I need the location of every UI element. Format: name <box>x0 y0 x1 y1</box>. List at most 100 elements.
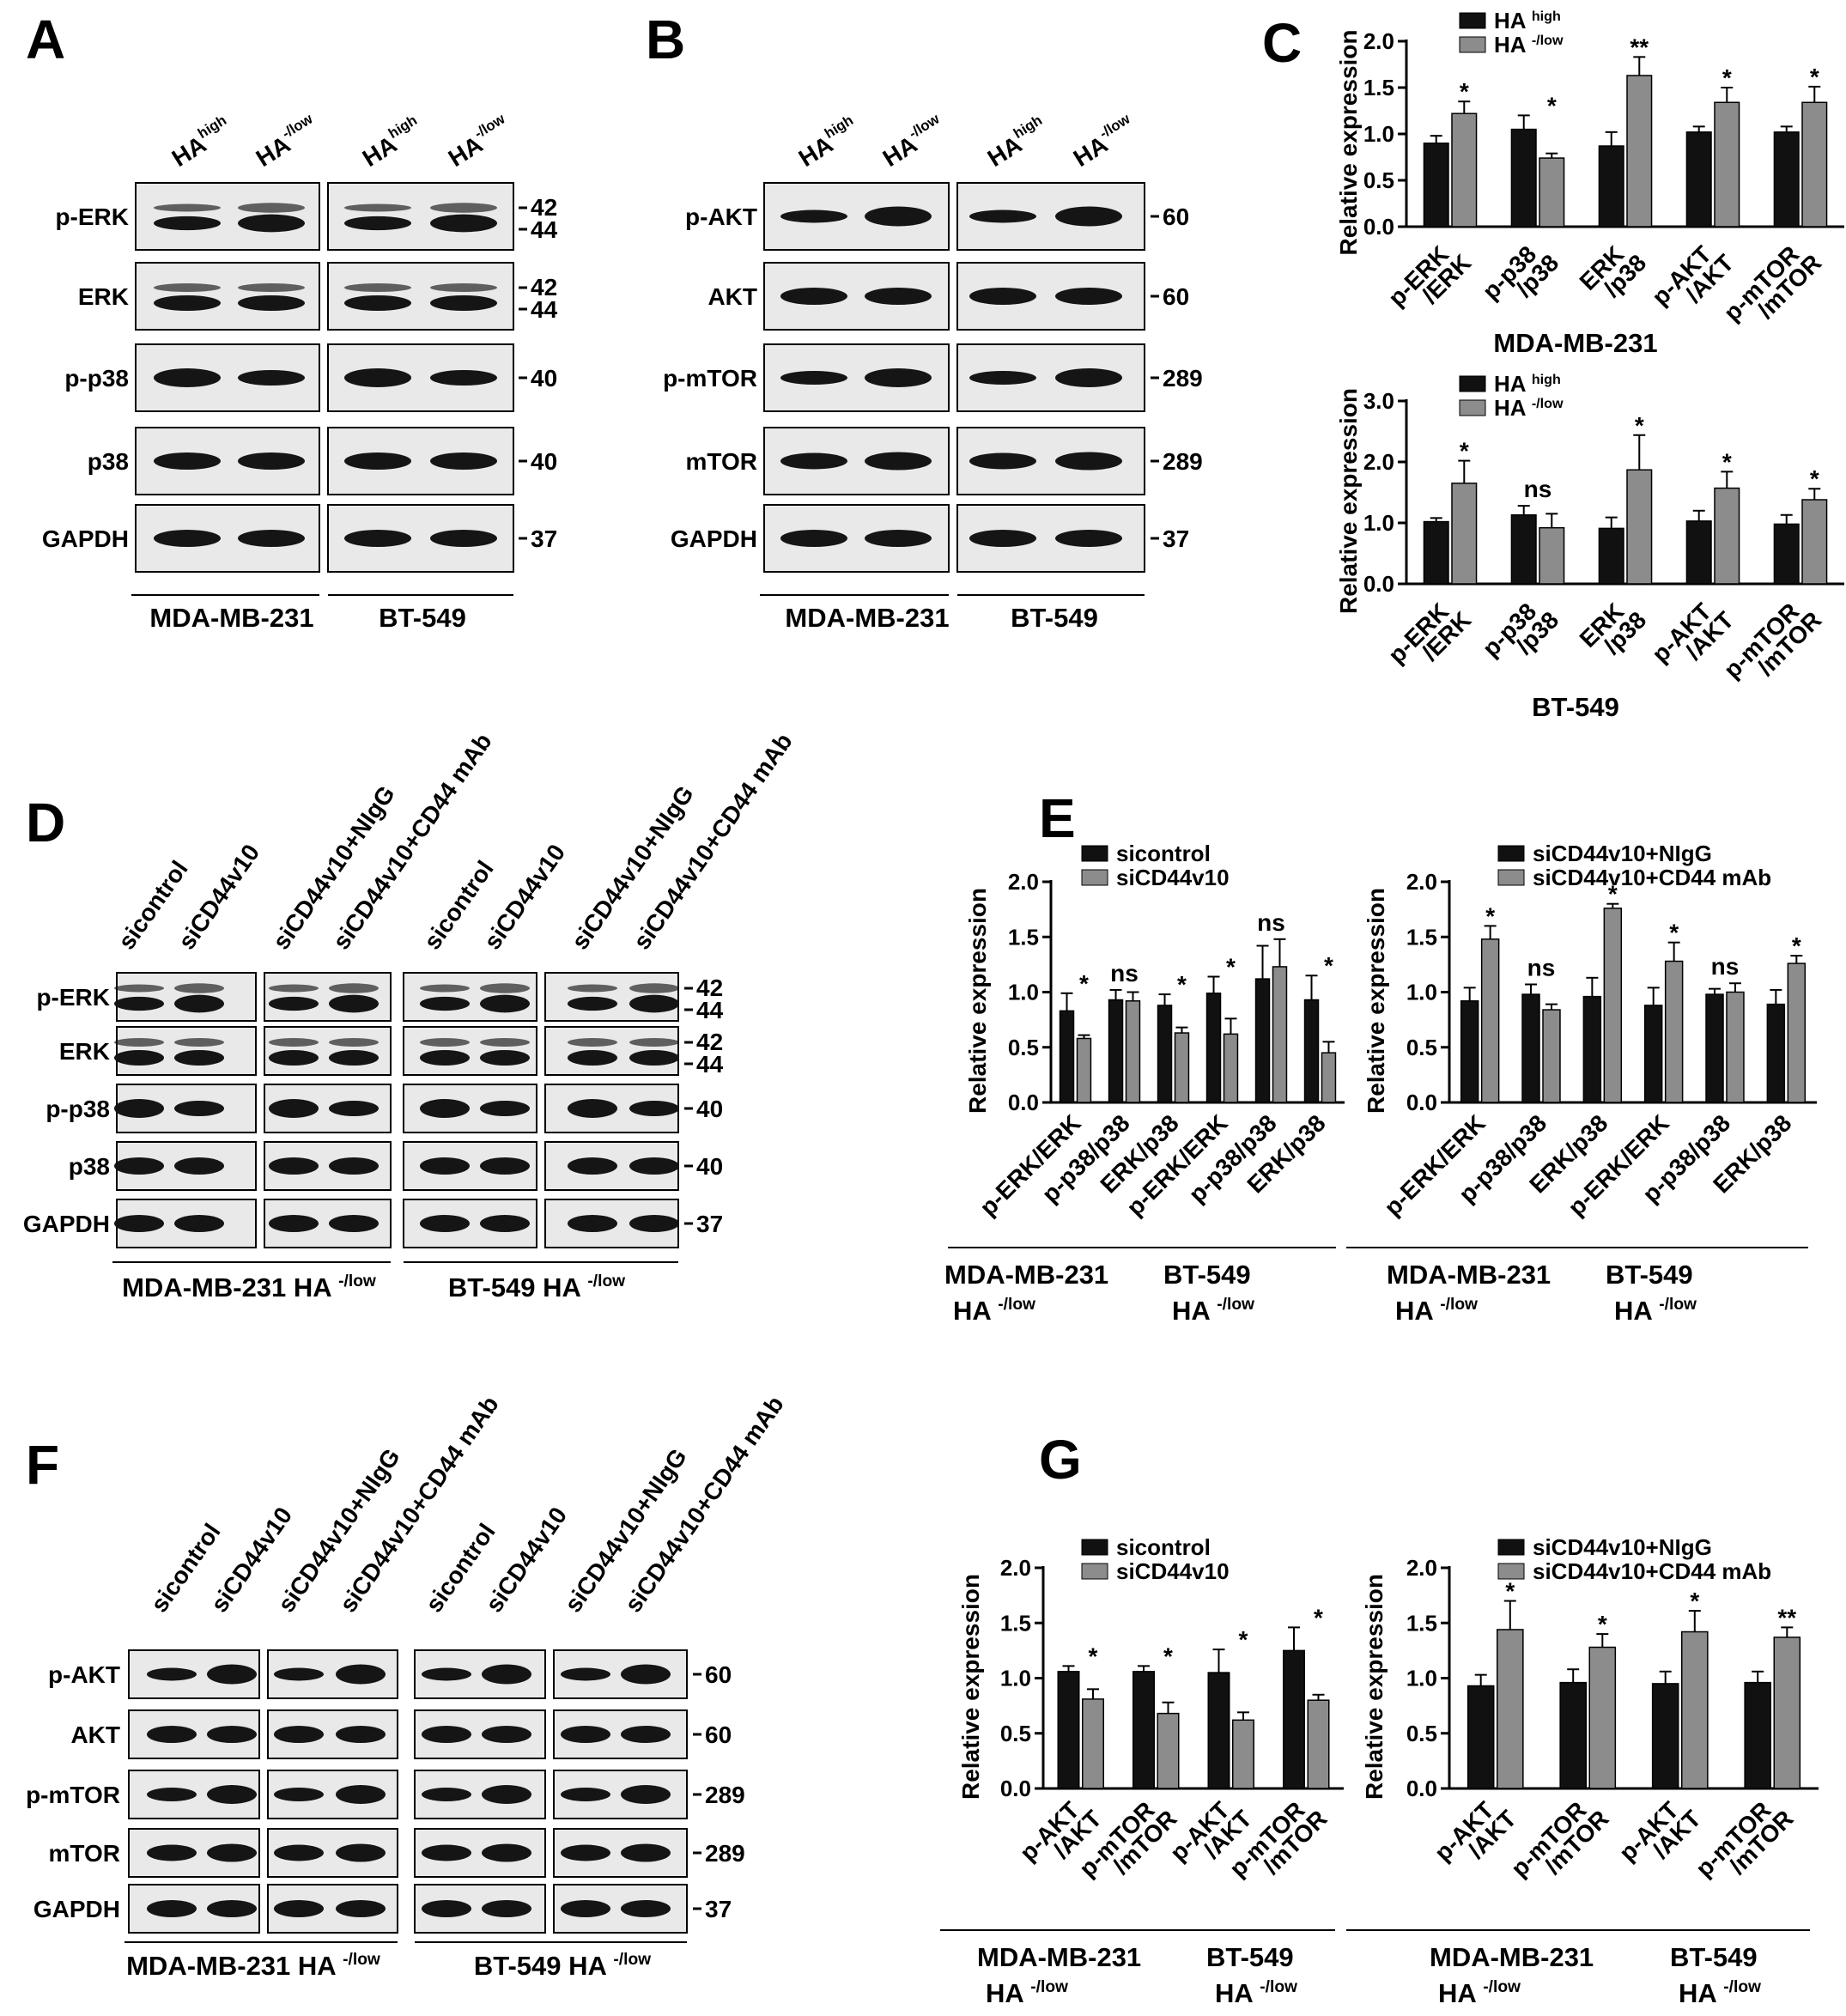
group-label-sub-superscript: -/low <box>998 1296 1035 1314</box>
legend-label-superscript: high <box>1532 372 1561 387</box>
bar <box>1057 1671 1080 1789</box>
blot-band <box>621 1900 671 1917</box>
blot-band <box>480 1215 530 1232</box>
blot-band <box>780 288 847 305</box>
blot-band <box>420 1050 470 1066</box>
group-label: MDA-MB-231 <box>149 603 313 633</box>
bar <box>1125 1000 1141 1103</box>
blot-band <box>482 1785 531 1804</box>
blot-band <box>422 1788 471 1801</box>
y-tick-label: 2.0 <box>1008 869 1039 895</box>
legend-label: siCD44v10+CD44 mAb <box>1533 865 1771 890</box>
bar <box>1510 128 1537 228</box>
blot-band <box>344 530 411 547</box>
bar <box>1598 527 1624 585</box>
legend-label: HA high <box>1494 371 1561 397</box>
blot-band <box>274 1788 324 1801</box>
y-tick-label: 1.5 <box>1000 1610 1031 1636</box>
blot-band <box>174 994 224 1013</box>
blot-band <box>629 994 679 1013</box>
bar <box>1626 469 1653 585</box>
legend-label-superscript: high <box>1532 9 1561 24</box>
blot-band <box>422 1900 471 1917</box>
blot-band <box>568 996 617 1011</box>
blot-band <box>114 996 164 1011</box>
y-tick-label: 2.0 <box>1406 869 1437 895</box>
blot-row-label: mTOR <box>49 1840 121 1867</box>
blot-row-label: AKT <box>70 1721 120 1748</box>
lane-label-superscript: high <box>822 112 856 142</box>
blot-band <box>269 1157 319 1175</box>
blot-band <box>420 1157 470 1175</box>
y-axis-label: Relative expression <box>1335 388 1362 614</box>
group-label: BT-549 <box>1163 1260 1251 1290</box>
lane-label-superscript: -/low <box>1096 110 1133 142</box>
bar <box>1726 991 1745 1103</box>
legend-swatch <box>1459 36 1486 53</box>
bar <box>1451 112 1478 228</box>
blot-band <box>480 1050 530 1066</box>
blot-band <box>561 1900 610 1917</box>
y-tick-label: 1.0 <box>1406 980 1437 1005</box>
panel-label-e: E <box>1039 787 1076 849</box>
significance-label: * <box>1089 1643 1098 1669</box>
mw-label: 60 <box>705 1721 732 1748</box>
blot-band <box>568 1099 617 1118</box>
y-tick-label: 1.0 <box>1363 510 1394 536</box>
blot-band <box>207 1843 257 1862</box>
blot-band <box>629 1050 679 1066</box>
bar <box>1559 1681 1588 1789</box>
blot-band <box>420 1099 470 1118</box>
mw-label: 44 <box>531 216 558 243</box>
blot-band <box>568 1157 617 1175</box>
y-tick-label: 0.0 <box>1008 1090 1039 1115</box>
significance-label: * <box>1314 1604 1323 1630</box>
significance-label: ns <box>1524 476 1552 502</box>
lane-label-superscript: high <box>386 112 420 142</box>
group-label-sub-main: HA <box>986 1978 1030 2008</box>
legend-swatch <box>1459 12 1486 29</box>
legend-label: HA -/low <box>1494 32 1564 58</box>
lane-label: HA-/low <box>877 110 950 172</box>
bar <box>1272 966 1288 1103</box>
blot-band <box>629 983 679 993</box>
blot-band <box>207 1785 257 1804</box>
group-label-sub: HA -/low <box>1614 1296 1697 1326</box>
y-axis-label: Relative expression <box>957 1574 984 1800</box>
blot-band <box>621 1843 671 1862</box>
bar <box>1705 993 1724 1103</box>
bar <box>1174 1032 1190 1103</box>
blot-row-label: p-ERK <box>36 984 110 1011</box>
blot-band <box>174 1157 224 1175</box>
blot-band <box>238 370 305 386</box>
legend-label-main: HA <box>1494 32 1532 58</box>
group-label-sub-main: HA <box>1395 1296 1440 1326</box>
significance-label: * <box>1505 1578 1515 1605</box>
bar <box>1521 993 1540 1103</box>
group-label: BT-549 <box>1206 1942 1294 1972</box>
blot-band <box>238 203 305 213</box>
legend-swatch <box>1459 399 1486 416</box>
bar <box>1603 908 1623 1103</box>
blot-band <box>114 1050 164 1066</box>
group-label-sub: HA -/low <box>1215 1978 1297 2008</box>
legend-swatch <box>1497 1563 1525 1580</box>
y-tick-label: 1.5 <box>1008 924 1039 950</box>
group-label-superscript: -/low <box>587 1272 625 1290</box>
legend-label: siCD44v10 <box>1116 1558 1230 1584</box>
group-label: BT-549 HA -/low <box>448 1272 625 1303</box>
y-tick-label: 1.5 <box>1363 75 1394 100</box>
group-label: MDA-MB-231 <box>977 1942 1141 1972</box>
significance-label: * <box>1177 971 1187 998</box>
blot-band <box>482 1726 531 1743</box>
blot-row-label: GAPDH <box>671 525 757 552</box>
lane-label: siCD44v10 <box>173 840 265 955</box>
significance-label: * <box>1635 412 1644 439</box>
group-label-sub-main: HA <box>953 1296 998 1326</box>
group-label: MDA-MB-231 <box>1387 1260 1551 1290</box>
y-tick-label: 1.0 <box>1406 1666 1437 1691</box>
significance-label: ns <box>1527 955 1556 981</box>
blot-band <box>154 452 221 470</box>
blot-band <box>629 1038 679 1047</box>
bar <box>1205 993 1222 1103</box>
